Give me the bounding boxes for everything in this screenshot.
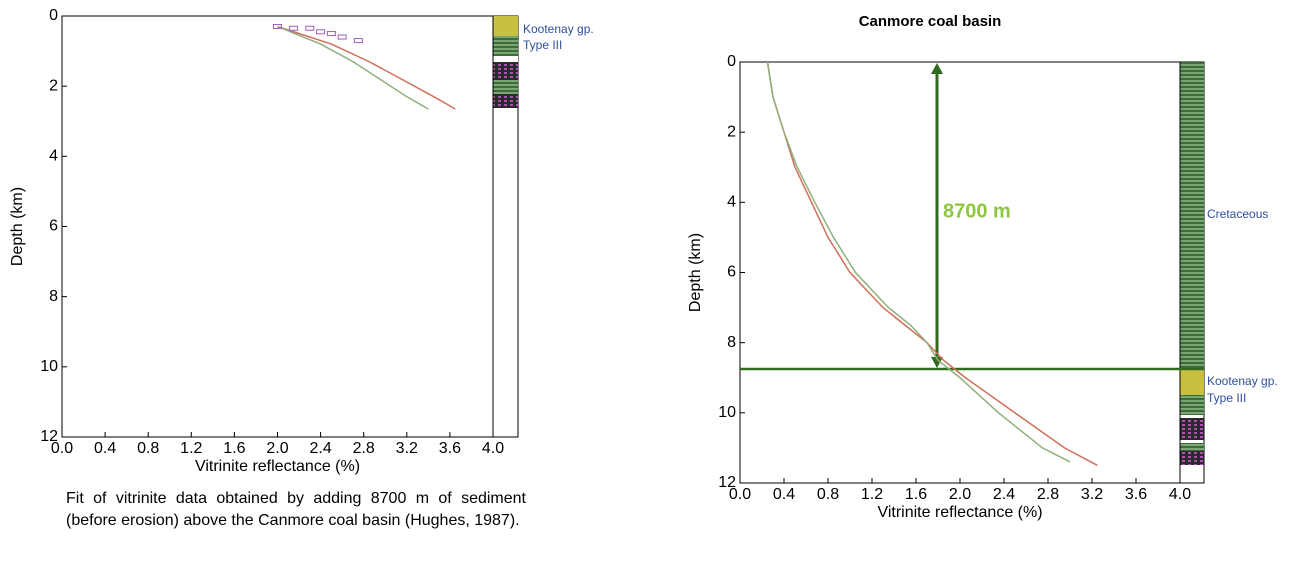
- model-curve: [277, 25, 456, 110]
- x-tick-label: 2.4: [993, 486, 1015, 503]
- x-tick-label: 2.8: [353, 440, 375, 457]
- x-tick-label: 1.2: [180, 440, 202, 457]
- data-point: [353, 38, 363, 44]
- x-tick-label: 4.0: [482, 440, 504, 457]
- arrow-head: [931, 63, 943, 74]
- y-tick-label: 10: [718, 404, 736, 421]
- annotation: Type III: [1207, 391, 1246, 405]
- x-tick-label: 4.0: [1169, 486, 1191, 503]
- x-tick-label: 2.0: [266, 440, 288, 457]
- x-tick-label: 2.8: [1037, 486, 1059, 503]
- x-tick-label: 3.2: [1081, 486, 1103, 503]
- x-tick-label: 0.4: [773, 486, 795, 503]
- model-curve: [766, 61, 1071, 463]
- annotation: Kootenay gp.: [1207, 374, 1278, 388]
- y-axis-label: Depth (km): [9, 187, 26, 266]
- x-tick-label: 0.4: [94, 440, 116, 457]
- model-curve: [277, 25, 429, 110]
- y-tick-label: 12: [718, 474, 736, 491]
- x-axis-label: Vitrinite reflectance (%): [195, 458, 360, 475]
- annotation: Type III: [523, 38, 562, 52]
- y-tick-label: 2: [49, 77, 58, 94]
- x-axis-label: Vitrinite reflectance (%): [877, 504, 1042, 521]
- data-point: [326, 31, 336, 37]
- chart-title: Canmore coal basin: [859, 13, 1002, 30]
- y-tick-label: 6: [727, 264, 736, 281]
- y-tick-label: 6: [49, 218, 58, 235]
- x-tick-label: 3.6: [439, 440, 461, 457]
- x-tick-label: 0.8: [817, 486, 839, 503]
- x-tick-label: 1.6: [905, 486, 927, 503]
- y-tick-label: 10: [40, 358, 58, 375]
- x-tick-label: 3.2: [396, 440, 418, 457]
- y-axis-label: Depth (km): [687, 233, 704, 312]
- model-curve: [766, 61, 1098, 467]
- annotation: Cretaceous: [1207, 207, 1268, 221]
- plot-frame: [739, 61, 1181, 484]
- data-point: [289, 25, 299, 31]
- x-tick-label: 0.8: [137, 440, 159, 457]
- y-tick-label: 4: [49, 148, 58, 165]
- x-tick-label: 2.4: [309, 440, 331, 457]
- x-tick-label: 2.0: [949, 486, 971, 503]
- data-point: [305, 25, 315, 31]
- y-tick-label: 4: [727, 194, 736, 211]
- marker-label: 8700 m: [943, 200, 1011, 222]
- plot-frame: [61, 15, 494, 438]
- x-tick-label: 1.6: [223, 440, 245, 457]
- annotation: Kootenay gp.: [523, 22, 594, 36]
- x-tick-label: 1.2: [861, 486, 883, 503]
- lithology-column: [492, 15, 519, 438]
- y-tick-label: 12: [40, 428, 58, 445]
- y-tick-label: 2: [727, 123, 736, 140]
- data-point: [273, 24, 282, 30]
- x-tick-label: 3.6: [1125, 486, 1147, 503]
- x-tick-label: 0.0: [729, 486, 751, 503]
- caption: Fit of vitrinite data obtained by adding…: [66, 490, 526, 529]
- y-tick-label: 8: [727, 334, 736, 351]
- y-tick-label: 8: [49, 288, 58, 305]
- lithology-column: [1179, 61, 1205, 484]
- x-tick-label: 0.0: [51, 440, 73, 457]
- arrow-head: [931, 356, 943, 368]
- data-point: [337, 34, 347, 40]
- y-tick-label: 0: [727, 53, 736, 70]
- data-point: [316, 29, 326, 35]
- y-tick-label: 0: [49, 7, 58, 24]
